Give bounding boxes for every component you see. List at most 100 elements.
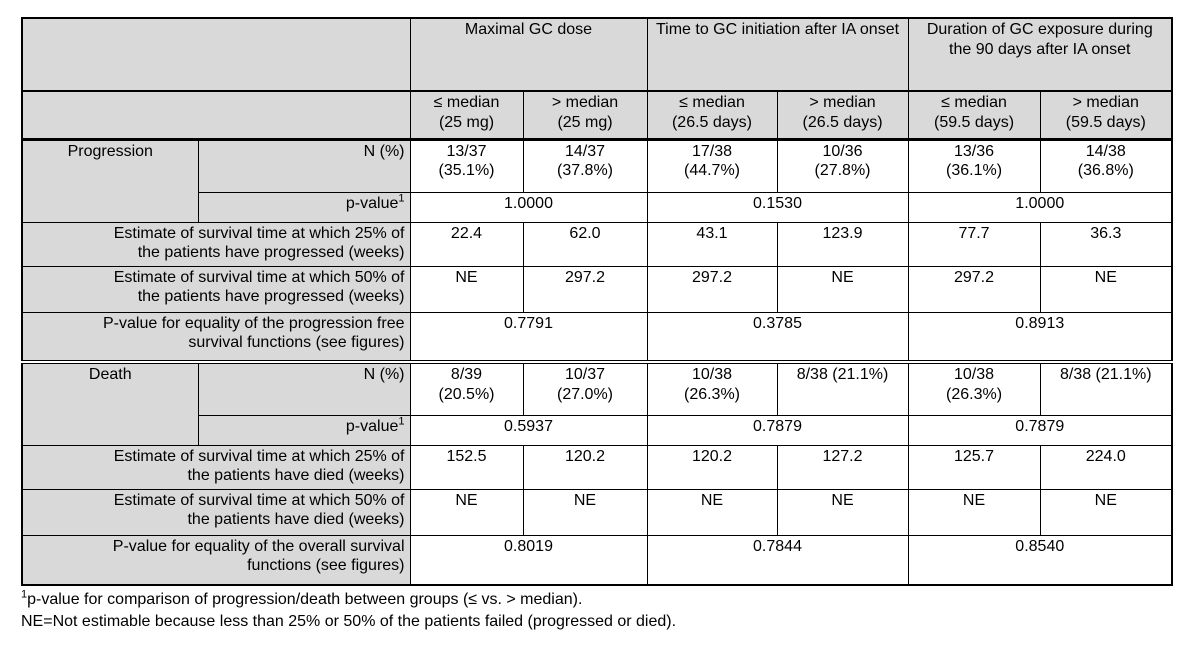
- section-cell-progression: Progression: [21, 138, 199, 223]
- cell-progression-eq-3: 0.8913: [907, 311, 1173, 363]
- cell-progression-pvalue-3: 1.0000: [907, 191, 1173, 223]
- row-label-line2: functions (see figures): [247, 557, 405, 575]
- group-title: Duration of GC exposure during the 90 da…: [926, 21, 1153, 58]
- value-line2: (27.8%): [814, 162, 871, 180]
- row-label-est50-progressed: Estimate of survival time at which 50% o…: [21, 265, 411, 313]
- subheader-gt-median-25mg: > median (25 mg): [522, 90, 648, 141]
- value-line1: 10/37: [564, 366, 606, 383]
- row-label-line2: the patients have died (weeks): [187, 511, 405, 529]
- cell-death-n-2: 10/37 (27.0%): [522, 360, 648, 416]
- subheader-line2: (26.5 days): [671, 113, 753, 131]
- row-label-line1: P-value for equality of the overall surv…: [112, 537, 405, 555]
- section-cell-death: Death: [21, 360, 199, 446]
- footnote-2: NE=Not estimable because less than 25% o…: [21, 611, 1196, 633]
- cell-progression-n-3: 17/38 (44.7%): [646, 138, 778, 193]
- cell-progression-est25-5: 77.7: [907, 221, 1041, 267]
- superscript: 1: [398, 415, 405, 428]
- value-line1: 13/36: [953, 142, 995, 160]
- subheader-le-median-59-5-days: ≤ median (59.5 days): [907, 90, 1041, 141]
- group-header-time-to-gc-initiation: Time to GC initiation after IA onset: [646, 17, 909, 92]
- row-label-p-value-death: p-value1: [197, 414, 411, 446]
- subheader-line1: ≤ median: [941, 94, 1007, 111]
- cell-death-eq-1: 0.8019: [409, 534, 648, 586]
- row-label-line1: Estimate of survival time at which 25% o…: [113, 224, 405, 242]
- section-label: Death: [88, 366, 132, 383]
- cell-progression-pvalue-1: 1.0000: [409, 191, 648, 223]
- subheader-line1: > median: [1072, 94, 1139, 111]
- row-label-line2: survival functions (see figures): [188, 334, 405, 352]
- table-row: Maximal GC dose Time to GC initiation af…: [21, 17, 1173, 92]
- table-row: P-value for equality of the progression …: [21, 311, 1173, 363]
- cell-death-est25-6: 224.0: [1039, 444, 1173, 490]
- cell-death-est50-2: NE: [522, 488, 648, 536]
- subheader-line2: (25 mg): [438, 113, 495, 131]
- cell-progression-est50-3: 297.2: [646, 265, 778, 313]
- value-line1: 10/38: [691, 366, 733, 383]
- cell-death-n-1: 8/39 (20.5%): [409, 360, 524, 416]
- cell-death-est25-4: 127.2: [776, 444, 909, 490]
- value-line1: 8/38 (21.1%): [1059, 366, 1152, 383]
- cell-death-est25-5: 125.7: [907, 444, 1041, 490]
- cell-death-est50-4: NE: [776, 488, 909, 536]
- table-row: p-value1 1.0000 0.1530 1.0000: [22, 191, 1173, 223]
- cell-progression-est25-3: 43.1: [646, 221, 778, 267]
- cell-death-est50-6: NE: [1039, 488, 1173, 536]
- subheader-line2: (59.5 days): [933, 113, 1015, 131]
- cell-death-est25-1: 152.5: [409, 444, 524, 490]
- cell-progression-n-1: 13/37 (35.1%): [409, 138, 524, 193]
- table-row: Estimate of survival time at which 50% o…: [21, 488, 1173, 536]
- cell-progression-n-5: 13/36 (36.1%): [907, 138, 1041, 193]
- row-label-line2: the patients have died (weeks): [187, 467, 405, 485]
- value-line2: (26.3%): [946, 385, 1003, 403]
- cell-progression-est50-5: 297.2: [907, 265, 1041, 313]
- cell-progression-n-4: 10/36 (27.8%): [776, 138, 909, 193]
- row-label-est50-died: Estimate of survival time at which 50% o…: [21, 488, 411, 536]
- row-label-text: p-value: [345, 194, 399, 212]
- cell-progression-est25-6: 36.3: [1039, 221, 1173, 267]
- value-line1: 10/38: [953, 366, 995, 383]
- row-label-line2: the patients have progressed (weeks): [137, 244, 405, 262]
- cell-progression-est25-2: 62.0: [522, 221, 648, 267]
- row-label-n-percent-death: N (%): [197, 360, 411, 416]
- row-label-est25-died: Estimate of survival time at which 25% o…: [21, 444, 411, 490]
- subheader-line2: (26.5 days): [802, 113, 883, 131]
- subheader-spacer-cell: [21, 90, 411, 141]
- footnotes: 1p-value for comparison of progression/d…: [21, 589, 1196, 634]
- row-label-pfs-equality: P-value for equality of the progression …: [21, 311, 411, 363]
- value-line1: 17/38: [691, 142, 733, 160]
- cell-death-est50-1: NE: [409, 488, 524, 536]
- value-line1: 14/37: [564, 142, 606, 160]
- row-label-p-value-progression: p-value1: [197, 191, 411, 223]
- cell-progression-est25-1: 22.4: [409, 221, 524, 267]
- value-line2: (36.1%): [946, 162, 1003, 180]
- group-header-duration-gc-exposure: Duration of GC exposure during the 90 da…: [907, 17, 1173, 92]
- subheader-line1: > median: [551, 94, 619, 111]
- cell-progression-est50-2: 297.2: [522, 265, 648, 313]
- subheader-line2: (25 mg): [557, 113, 613, 131]
- cell-death-est50-5: NE: [907, 488, 1041, 536]
- cell-death-pvalue-2: 0.7879: [646, 414, 909, 446]
- table-row: p-value1 0.5937 0.7879 0.7879: [22, 414, 1173, 446]
- footnote-2-text: NE=Not estimable because less than 25% o…: [21, 613, 677, 631]
- row-label-line1: Estimate of survival time at which 50% o…: [113, 268, 405, 286]
- footnote-1-superscript: 1: [21, 588, 28, 601]
- group-header-maximal-gc-dose: Maximal GC dose: [409, 17, 648, 92]
- value-line1: 8/38 (21.1%): [796, 366, 889, 383]
- row-label-text: p-value: [345, 417, 399, 435]
- cell-progression-est25-4: 123.9: [776, 221, 909, 267]
- row-label-line1: Estimate of survival time at which 50% o…: [113, 491, 405, 509]
- cell-death-eq-2: 0.7844: [646, 534, 909, 586]
- group-title: Time to GC initiation after IA onset: [655, 21, 900, 38]
- subheader-line2: (59.5 days): [1065, 113, 1146, 131]
- table-row: ≤ median (25 mg) > median (25 mg) ≤ medi…: [21, 90, 1173, 141]
- table-row: P-value for equality of the overall surv…: [21, 534, 1173, 586]
- table-row: Estimate of survival time at which 25% o…: [21, 444, 1173, 490]
- section-label: Progression: [67, 142, 153, 160]
- cell-death-est50-3: NE: [646, 488, 778, 536]
- subheader-line1: ≤ median: [679, 94, 745, 111]
- subheader-le-median-25mg: ≤ median (25 mg): [409, 90, 524, 141]
- subheader-line1: > median: [809, 94, 876, 111]
- value-line2: (37.8%): [556, 162, 614, 180]
- row-label-text: N (%): [363, 142, 405, 160]
- cell-death-n-4: 8/38 (21.1%): [776, 360, 909, 416]
